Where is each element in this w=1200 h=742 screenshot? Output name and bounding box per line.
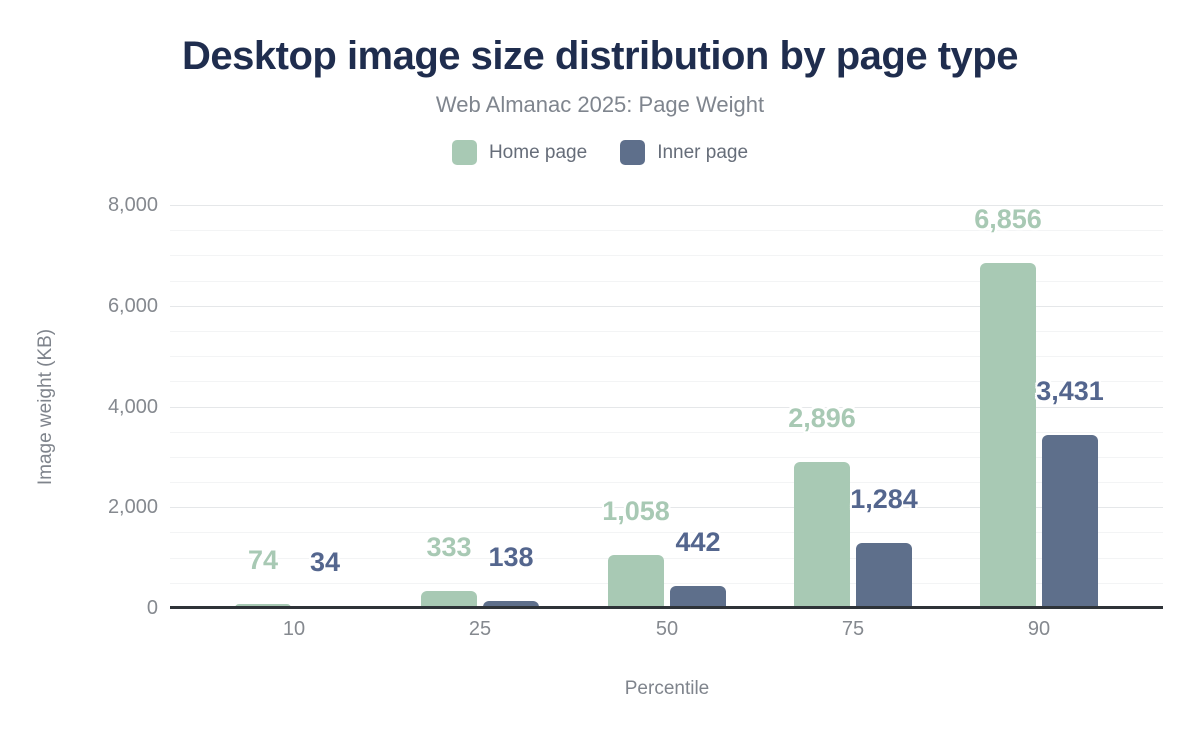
- value-label-home-page-p75: 2,896: [788, 403, 856, 434]
- x-axis-title: Percentile: [624, 678, 710, 699]
- gridline-major: [170, 306, 1163, 307]
- gridline-minor: [170, 331, 1163, 332]
- value-label-home-page-p50: 1,058: [602, 495, 670, 526]
- gridline-minor: [170, 457, 1163, 458]
- y-axis-tick-label: 4,000: [107, 396, 158, 418]
- y-axis-tick-label: 8,000: [107, 194, 158, 216]
- x-axis-tick-label: 50: [655, 618, 679, 640]
- gridline-minor: [170, 356, 1163, 357]
- bar-inner-page-p90[interactable]: [1042, 435, 1098, 608]
- gridline-minor: [170, 532, 1163, 533]
- bar-home-page-p90[interactable]: [980, 262, 1036, 608]
- gridline-major: [170, 507, 1163, 508]
- gridline-minor: [170, 381, 1163, 382]
- gridline-minor: [170, 281, 1163, 282]
- legend-item-home-page[interactable]: Home page: [451, 140, 588, 165]
- gridline-major: [170, 407, 1163, 408]
- bar-inner-page-p50[interactable]: [670, 585, 726, 608]
- gridline-minor: [170, 432, 1163, 433]
- gridline-minor: [170, 583, 1163, 584]
- bar-inner-page-p75[interactable]: [856, 543, 912, 608]
- bar-home-page-p50[interactable]: [608, 554, 664, 608]
- y-axis-tick-label: 2,000: [107, 496, 158, 518]
- value-label-home-page-p10: 74: [247, 545, 279, 576]
- value-label-home-page-p90: 6,856: [974, 203, 1042, 234]
- chart-subtitle: Web Almanac 2025: Page Weight: [435, 92, 765, 117]
- x-axis-tick-label: 10: [282, 618, 306, 640]
- bar-inner-page-p25[interactable]: [483, 601, 539, 608]
- gridline-minor: [170, 255, 1163, 256]
- y-axis-tick-label: 6,000: [107, 295, 158, 317]
- value-label-inner-page-p25: 138: [488, 542, 534, 572]
- gridline-minor: [170, 558, 1163, 559]
- y-axis-title: Image weight (KB): [35, 328, 56, 486]
- value-label-inner-page-p75: 1,284: [850, 484, 918, 515]
- gridline-major: [170, 205, 1163, 206]
- gridline-minor: [170, 482, 1163, 483]
- chart-title: Desktop image size distribution by page …: [182, 34, 1018, 78]
- x-axis-tick-label: 25: [468, 618, 492, 640]
- legend-swatch-home-page-icon: [451, 140, 477, 165]
- value-label-inner-page-p10: 34: [309, 547, 341, 578]
- legend-label-home-page: Home page: [488, 141, 588, 163]
- legend: Home page Inner page: [0, 140, 1200, 165]
- legend-item-inner-page[interactable]: Inner page: [620, 140, 748, 165]
- x-axis-tick-label: 75: [841, 618, 865, 640]
- legend-swatch-inner-page-icon: [620, 140, 646, 165]
- x-axis-line: [170, 606, 1163, 609]
- legend-label-inner-page: Inner page: [657, 141, 749, 163]
- value-label-inner-page-p90: 3,431: [1036, 376, 1104, 407]
- x-axis-tick-label: 90: [1027, 618, 1051, 640]
- gridline-minor: [170, 230, 1163, 231]
- y-axis-tick-label: 0: [146, 597, 158, 619]
- bar-home-page-p75[interactable]: [794, 462, 850, 608]
- bar-home-page-p25[interactable]: [421, 591, 477, 608]
- value-label-home-page-p25: 333: [426, 532, 472, 563]
- value-label-inner-page-p50: 442: [675, 526, 721, 557]
